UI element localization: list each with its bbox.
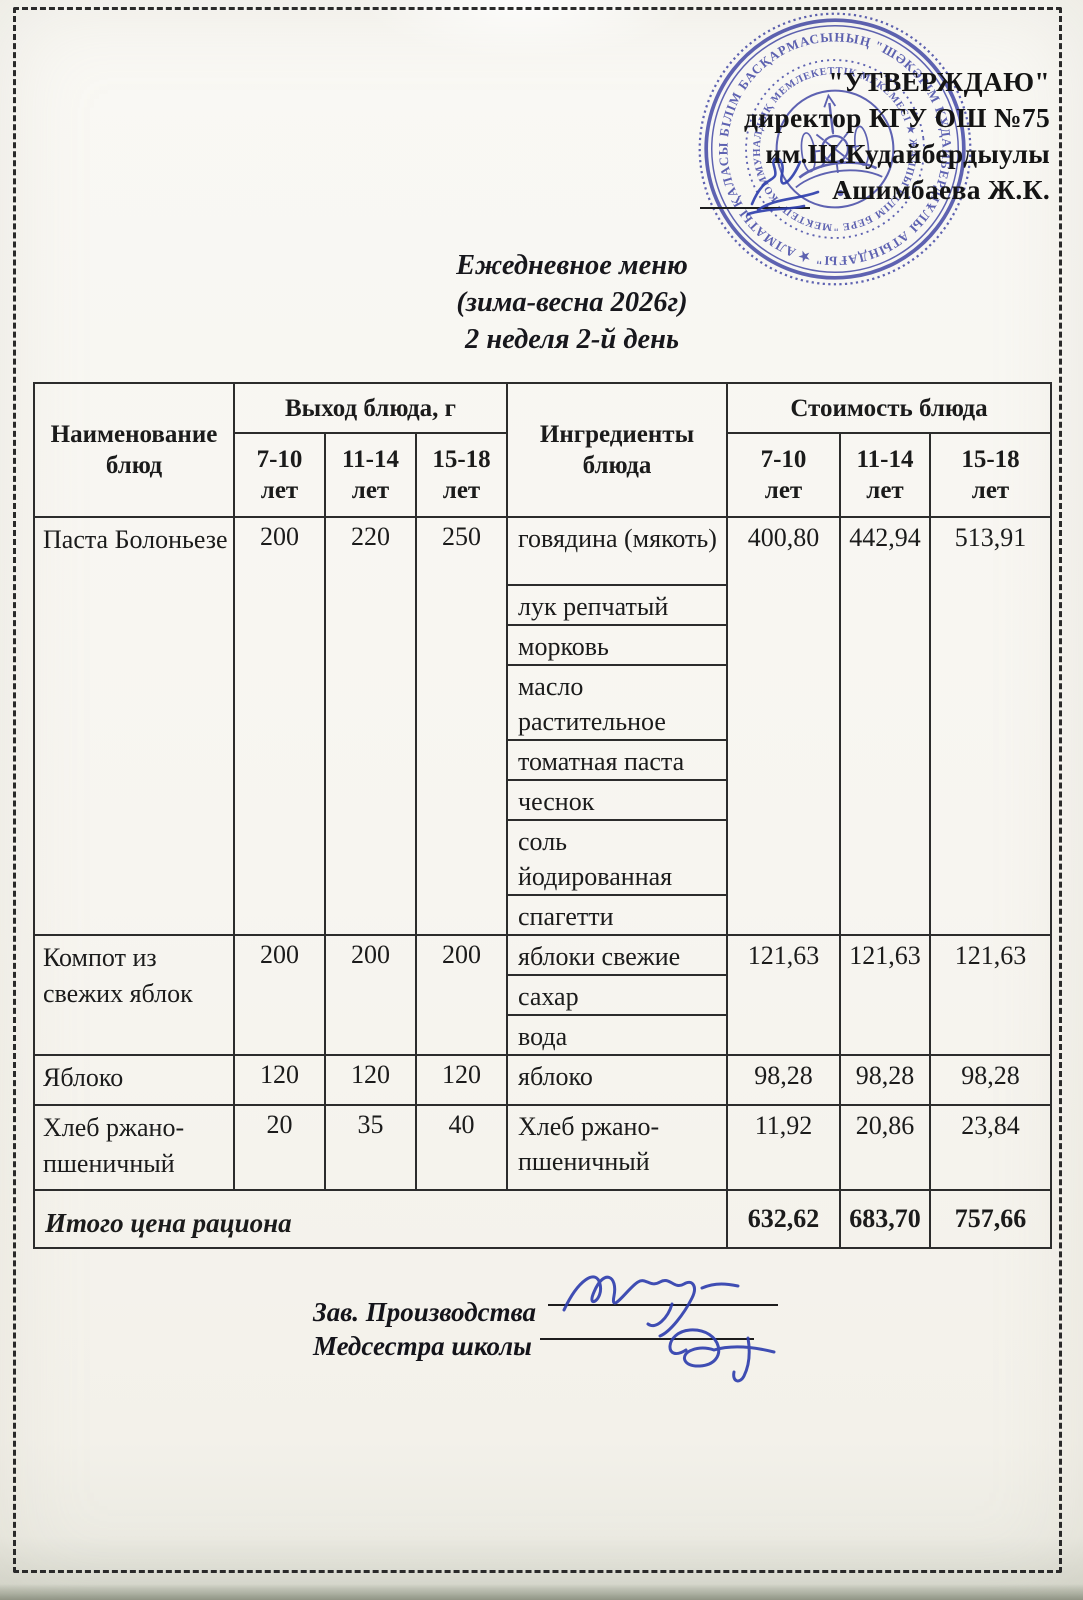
dish-row: Паста Болоньезе 200 220 250 говядина (мя… — [33, 516, 1053, 936]
stamp-border-ring — [704, 18, 966, 280]
ingredient-cell: сахар — [506, 974, 728, 1016]
weight-cell: 35 — [324, 1104, 417, 1191]
ingredient-cell: спагетти — [506, 894, 728, 936]
ingredient-cell: томатная паста — [506, 739, 728, 781]
page-dashed-border — [13, 7, 1062, 1573]
price-cell: 98,28 — [839, 1054, 931, 1106]
header-age-cell: 15-18 лет — [415, 432, 508, 518]
header-output: Выход блюда, г — [233, 382, 508, 434]
weight-cell: 200 — [415, 934, 508, 1056]
director-signature — [746, 157, 820, 216]
approval-block: "УТВЕРЖДАЮ" директор КГУ ОШ №75 им.Ш.Куд… — [744, 64, 1050, 208]
price-cell: 400,80 — [726, 516, 841, 936]
school-round-stamp: АЛМАТЫ ҚАЛАСЫ БІЛІМ БАСҚАРМАСЫНЫҢ "ШӘКӘР… — [680, 0, 989, 304]
weight-cell: 20 — [233, 1104, 326, 1191]
menu-title: Ежедневное меню — [456, 250, 688, 281]
price-cell: 121,63 — [928, 934, 1053, 1056]
header-cost: Стоимость блюда — [725, 382, 1053, 434]
weight-cell: 120 — [415, 1054, 508, 1106]
weight-cell: 200 — [233, 934, 326, 1056]
total-label-cell: Итого цена рациона — [33, 1189, 728, 1249]
dish-row: Хлеб ржано-пшеничный 20 35 40 Хлеб ржано… — [33, 1104, 1053, 1191]
menu-season: (зима-весна 2026г) — [456, 287, 688, 318]
header-dish-name: Наименование блюд — [33, 382, 235, 518]
scan-edge-shadow — [0, 1584, 1083, 1600]
dish-row: Яблоко 120 120 120 яблоко 98,28 98,28 98… — [33, 1054, 1053, 1106]
dish-name-cell: Компот из свежих яблок — [33, 934, 235, 1056]
approval-heading: "УТВЕРЖДАЮ" — [828, 66, 1050, 97]
stamp-emblem — [795, 93, 883, 197]
production-manager-label: Зав. Производства — [313, 1297, 536, 1327]
price-cell: 98,28 — [726, 1054, 841, 1106]
school-nurse-signature-line — [540, 1338, 754, 1340]
weight-cell: 250 — [415, 516, 508, 936]
menu-week-day: 2 неделя 2-й день — [464, 324, 679, 355]
total-value-cell: 632,62 — [726, 1189, 841, 1249]
weight-cell: 220 — [324, 516, 417, 936]
header-age-cell: 15-18 лет — [928, 432, 1053, 518]
menu-title-block: Ежедневное меню (зима-весна 2026г) 2 нед… — [322, 247, 822, 358]
scan-light-artifact — [360, 0, 690, 60]
dish-row: Компот из свежих яблок 200 200 200 яблок… — [33, 934, 1053, 1056]
price-cell: 121,63 — [726, 934, 841, 1056]
total-value-cell: 683,70 — [839, 1189, 931, 1249]
weight-cell: 200 — [324, 934, 417, 1056]
dish-name-cell: Паста Болоньезе — [33, 516, 235, 936]
ingredient-cell: Хлеб ржано-пшеничный — [506, 1104, 728, 1191]
ingredient-cell: масло растительное — [506, 664, 728, 741]
menu-table: Наименование блюд Выход блюда, г Ингреди… — [33, 382, 1053, 1249]
price-cell: 121,63 — [839, 934, 931, 1056]
price-cell: 513,91 — [928, 516, 1053, 936]
header-age-cell: 7-10 лет — [233, 432, 326, 518]
ingredient-cell: яблоки свежие — [506, 934, 728, 976]
header-ingredients: Ингредиенты блюда — [506, 382, 728, 518]
dish-name-cell: Яблоко — [33, 1054, 235, 1106]
ingredient-cell: соль йодированная — [506, 819, 728, 896]
weight-cell: 40 — [415, 1104, 508, 1191]
school-nurse-signature — [668, 1328, 776, 1383]
weight-cell: 120 — [324, 1054, 417, 1106]
weight-cell: 200 — [233, 516, 326, 936]
header-age-cell: 11-14 лет — [839, 432, 931, 518]
school-nurse-label: Медсестра школы — [313, 1331, 532, 1361]
price-cell: 23,84 — [928, 1104, 1053, 1191]
approval-signature-line — [700, 207, 810, 209]
ingredient-cell: вода — [506, 1014, 728, 1056]
stamp-inner-border-ring — [711, 25, 959, 273]
price-cell: 20,86 — [839, 1104, 931, 1191]
ingredient-cell: чеснок — [506, 779, 728, 821]
production-manager-signature-line — [548, 1304, 778, 1306]
approval-director-name: Ашимбаева Ж.К. — [832, 174, 1050, 205]
ingredient-cell: морковь — [506, 624, 728, 666]
ingredient-cell: говядина (мякоть) — [506, 516, 728, 586]
stamp-emblem-ring — [775, 89, 895, 209]
price-cell: 442,94 — [839, 516, 931, 936]
price-cell: 98,28 — [928, 1054, 1053, 1106]
ingredient-cell: лук репчатый — [506, 584, 728, 626]
approval-school-name: им.Ш.Кудайбердыулы — [765, 138, 1050, 169]
price-cell: 11,92 — [726, 1104, 841, 1191]
total-row: Итого цена рациона 632,62 683,70 757,66 — [33, 1189, 1053, 1249]
header-age-cell: 11-14 лет — [324, 432, 417, 518]
stamp-bead-ring — [745, 59, 925, 239]
production-manager-signature — [562, 1275, 740, 1338]
total-value-cell: 757,66 — [928, 1189, 1053, 1249]
header-age-cell: 7-10 лет — [726, 432, 841, 518]
stamp-outer-dotted-ring — [698, 12, 972, 286]
dish-name-cell: Хлеб ржано-пшеничный — [33, 1104, 235, 1191]
ingredient-cell: яблоко — [506, 1054, 728, 1106]
weight-cell: 120 — [233, 1054, 326, 1106]
approval-director: директор КГУ ОШ №75 — [744, 102, 1050, 133]
